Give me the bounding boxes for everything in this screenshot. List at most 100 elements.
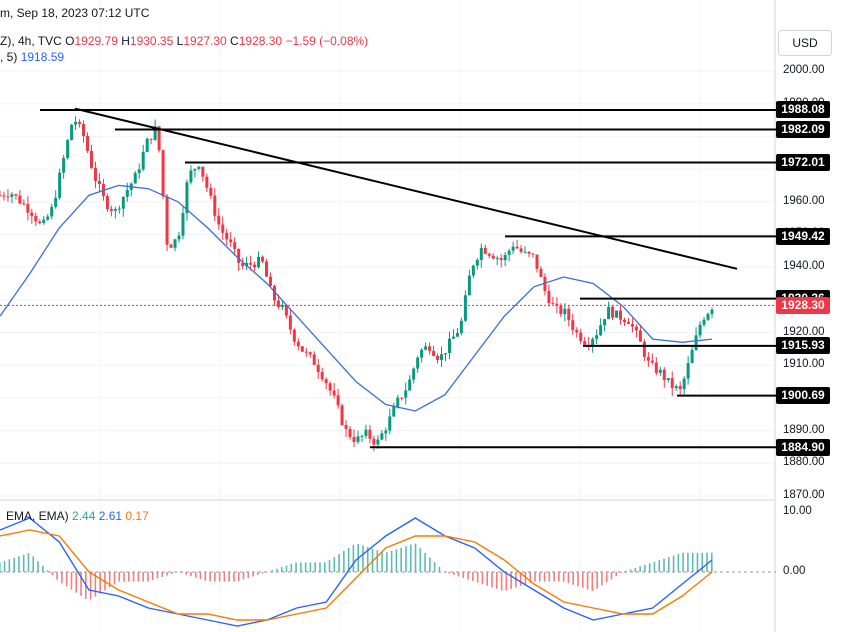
candle-body [527, 251, 531, 254]
candle-body [603, 319, 607, 326]
close-label: C [230, 34, 239, 48]
candle-body [372, 438, 376, 445]
candle-body [436, 355, 440, 360]
macd-hist-bar [457, 572, 460, 577]
ohlc-legend: Z), 4h, TVC O1929.79 H1930.35 L1927.30 C… [0, 34, 368, 48]
candle-body [201, 166, 205, 177]
macd-hist-bar [314, 562, 316, 572]
ma-legend: , 5) 1918.59 [0, 50, 64, 64]
open-label: O [65, 34, 75, 48]
candle-body [626, 322, 630, 324]
candle-body [432, 350, 436, 356]
candle-body [38, 221, 42, 223]
macd-hist-bar [185, 572, 187, 575]
candle-body [82, 124, 86, 136]
candle-body [356, 436, 360, 442]
candle-body [428, 346, 432, 351]
candle-body [420, 349, 424, 358]
candle-body [615, 310, 619, 318]
candle-body [320, 372, 324, 380]
macd-hist-bar [567, 572, 570, 584]
support-resistance-lines[interactable] [40, 108, 776, 449]
macd-hist-bar [505, 572, 508, 591]
macd-hist-bar [89, 572, 92, 600]
candle-body [245, 262, 249, 267]
candle-body [97, 180, 101, 185]
candle-body [340, 405, 344, 425]
candle-body [121, 196, 125, 209]
candle-body [531, 253, 535, 255]
macd-hist-bar [429, 557, 431, 572]
macd-hist-bar [233, 572, 235, 582]
candle-body [217, 215, 221, 225]
candle-body [408, 379, 412, 391]
candle-body [535, 254, 539, 269]
currency-button[interactable]: USD [778, 30, 832, 56]
candle-body [89, 150, 93, 168]
macd-hist-bar [481, 572, 484, 585]
candle-body [622, 319, 626, 323]
candle-body [388, 416, 392, 431]
macd-hist-bar [80, 572, 82, 596]
candle-body [591, 338, 595, 346]
macd-hist-bar [491, 572, 493, 588]
price-tick: 1890.00 [783, 423, 825, 436]
macd-hist-bar [171, 572, 173, 574]
candle-body [241, 263, 245, 267]
open-value: 1929.79 [74, 34, 118, 48]
price-tick: 1870.00 [783, 489, 825, 501]
macd-hist-bar [343, 550, 345, 572]
macd-hist-bar [132, 572, 135, 582]
candle-body [475, 259, 479, 266]
macd-hist-bar [667, 557, 670, 572]
macd-hist-bar [581, 572, 584, 588]
candle-body [678, 386, 682, 390]
candle-body [22, 203, 26, 205]
candle-body [312, 354, 316, 365]
candle-body [153, 126, 157, 140]
macd-hist-bar [300, 562, 302, 572]
macd-hist-bar [706, 552, 708, 572]
candle-body [563, 308, 567, 315]
macd-hist-bar [108, 572, 111, 588]
macd-hist-bar [151, 572, 154, 581]
macd-hist-bar [677, 554, 680, 572]
candle-body [141, 151, 145, 170]
candle-body [555, 303, 559, 306]
candle-body [113, 208, 117, 211]
candle-body [205, 176, 209, 188]
candle-body [149, 138, 153, 140]
candle-body [543, 276, 547, 291]
macd-hist-bar [156, 572, 159, 579]
macd-hist-bar [486, 572, 489, 586]
macd-legend: EMA, EMA) 2.44 2.61 0.17 [6, 509, 149, 523]
macd-hist-bar [123, 572, 125, 582]
candle-body [93, 167, 97, 181]
macd-hist-bar [352, 544, 355, 572]
trendline[interactable] [74, 107, 738, 270]
level-label: 1884.90 [776, 438, 830, 456]
candle-body [18, 195, 22, 204]
candle-body [440, 354, 444, 360]
candle-body [257, 256, 261, 268]
candle-body [10, 194, 14, 197]
macd-hist-bar [495, 572, 498, 589]
price-tick: 1940.00 [783, 260, 825, 273]
candle-body [233, 242, 237, 249]
candle-body [292, 329, 296, 342]
macd-hist-bar [419, 548, 422, 572]
macd-hist-bar [414, 543, 417, 572]
candle-body [78, 121, 82, 125]
macd-hist-bar [75, 572, 78, 593]
macd-hist-bar [682, 552, 684, 572]
candle-body [571, 320, 575, 330]
macd-hist-bar [634, 567, 637, 572]
candle-body [447, 338, 451, 354]
candle-body [654, 362, 658, 373]
candle-body [34, 215, 38, 222]
macd-hist-bar [553, 572, 555, 582]
macd-hist-bar [381, 551, 383, 572]
macd-hist-bar [433, 562, 436, 572]
macd-hist-bar [548, 572, 551, 582]
